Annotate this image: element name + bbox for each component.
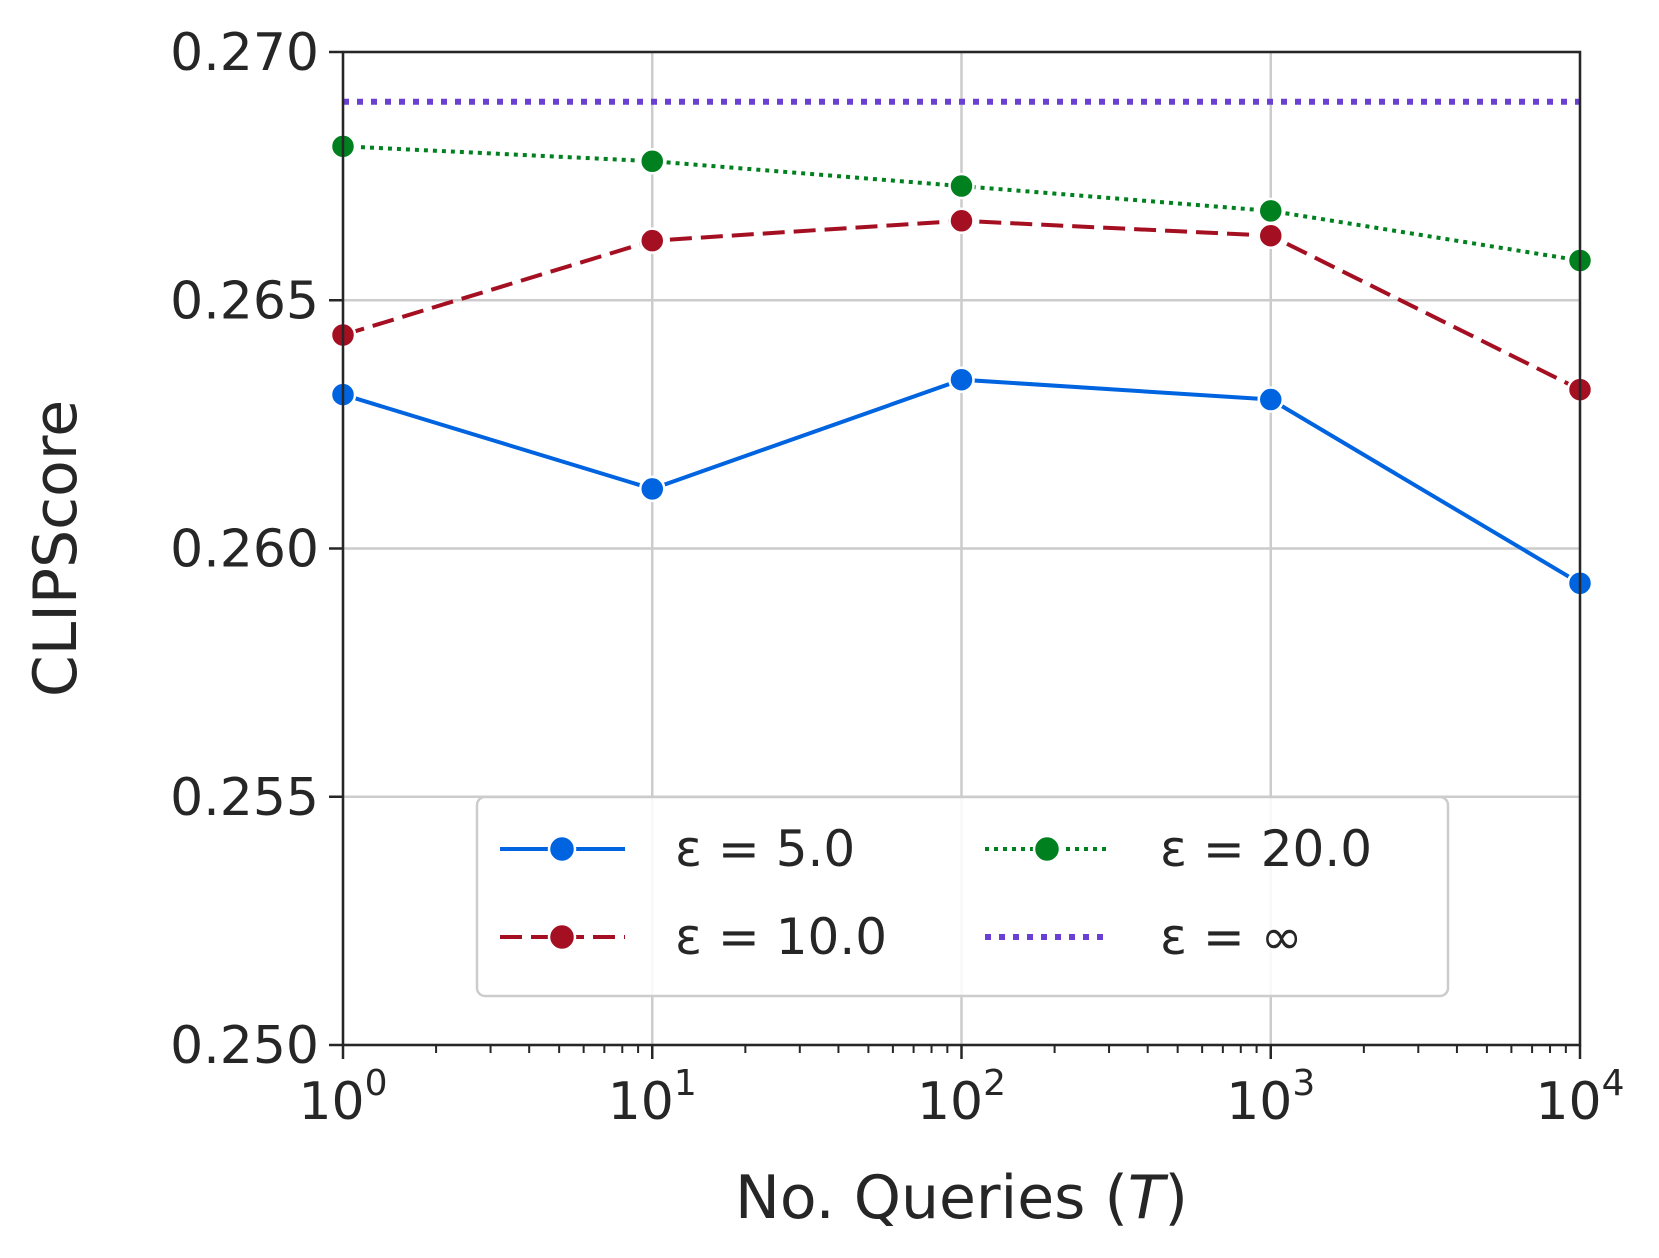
y-axis-title: CLIPScore <box>21 400 91 697</box>
y-tick-label: 0.270 <box>170 23 319 83</box>
legend-entry: ε = 20.0 <box>985 820 1372 878</box>
x-axis-title-prefix: No. Queries ( <box>735 1163 1128 1233</box>
legend-label: ε = 20.0 <box>1160 820 1372 878</box>
y-tick-label: 0.250 <box>170 1016 319 1076</box>
legend-entry: ε = 10.0 <box>500 908 887 966</box>
legend-entry: ε = ∞ <box>985 908 1302 966</box>
x-tick-label: 104 <box>1535 1063 1624 1132</box>
data-point <box>639 475 666 503</box>
x-axis-title: No. Queries (T) <box>735 1163 1188 1233</box>
x-axis-title-suffix: ) <box>1165 1163 1188 1233</box>
x-tick-label: 103 <box>1226 1063 1315 1132</box>
legend-box <box>475 795 1450 998</box>
x-tick-label: 101 <box>608 1063 697 1132</box>
legend-marker <box>1032 834 1062 864</box>
data-point <box>948 172 975 200</box>
data-point <box>948 207 975 235</box>
legend: ε = 5.0 ε = 20.0 ε = 10.0 ε = ∞ <box>475 795 1450 998</box>
data-point <box>639 227 666 254</box>
x-axis-title-variable: T <box>1128 1163 1169 1233</box>
data-point <box>1257 386 1284 413</box>
data-point <box>639 147 666 175</box>
legend-label: ε = ∞ <box>1160 908 1302 966</box>
x-tick-labels: 100 101 102 103 104 <box>298 1063 1624 1132</box>
legend-label: ε = 5.0 <box>675 820 855 878</box>
data-point <box>1257 222 1284 249</box>
legend-marker <box>547 922 577 952</box>
x-tick-label: 102 <box>917 1063 1006 1132</box>
y-tick-label: 0.265 <box>170 271 319 331</box>
legend-marker <box>547 834 577 864</box>
y-tick-label: 0.255 <box>170 768 319 828</box>
data-point <box>948 366 975 393</box>
data-point <box>1257 197 1284 225</box>
x-tick-label: 100 <box>298 1063 387 1132</box>
y-tick-label: 0.260 <box>170 520 319 580</box>
legend-entry: ε = 5.0 <box>500 820 855 878</box>
y-tick-labels: 0.250 0.255 0.260 0.265 0.270 <box>170 23 319 1076</box>
axis-ticks <box>329 50 1582 1059</box>
legend-label: ε = 10.0 <box>675 908 887 966</box>
